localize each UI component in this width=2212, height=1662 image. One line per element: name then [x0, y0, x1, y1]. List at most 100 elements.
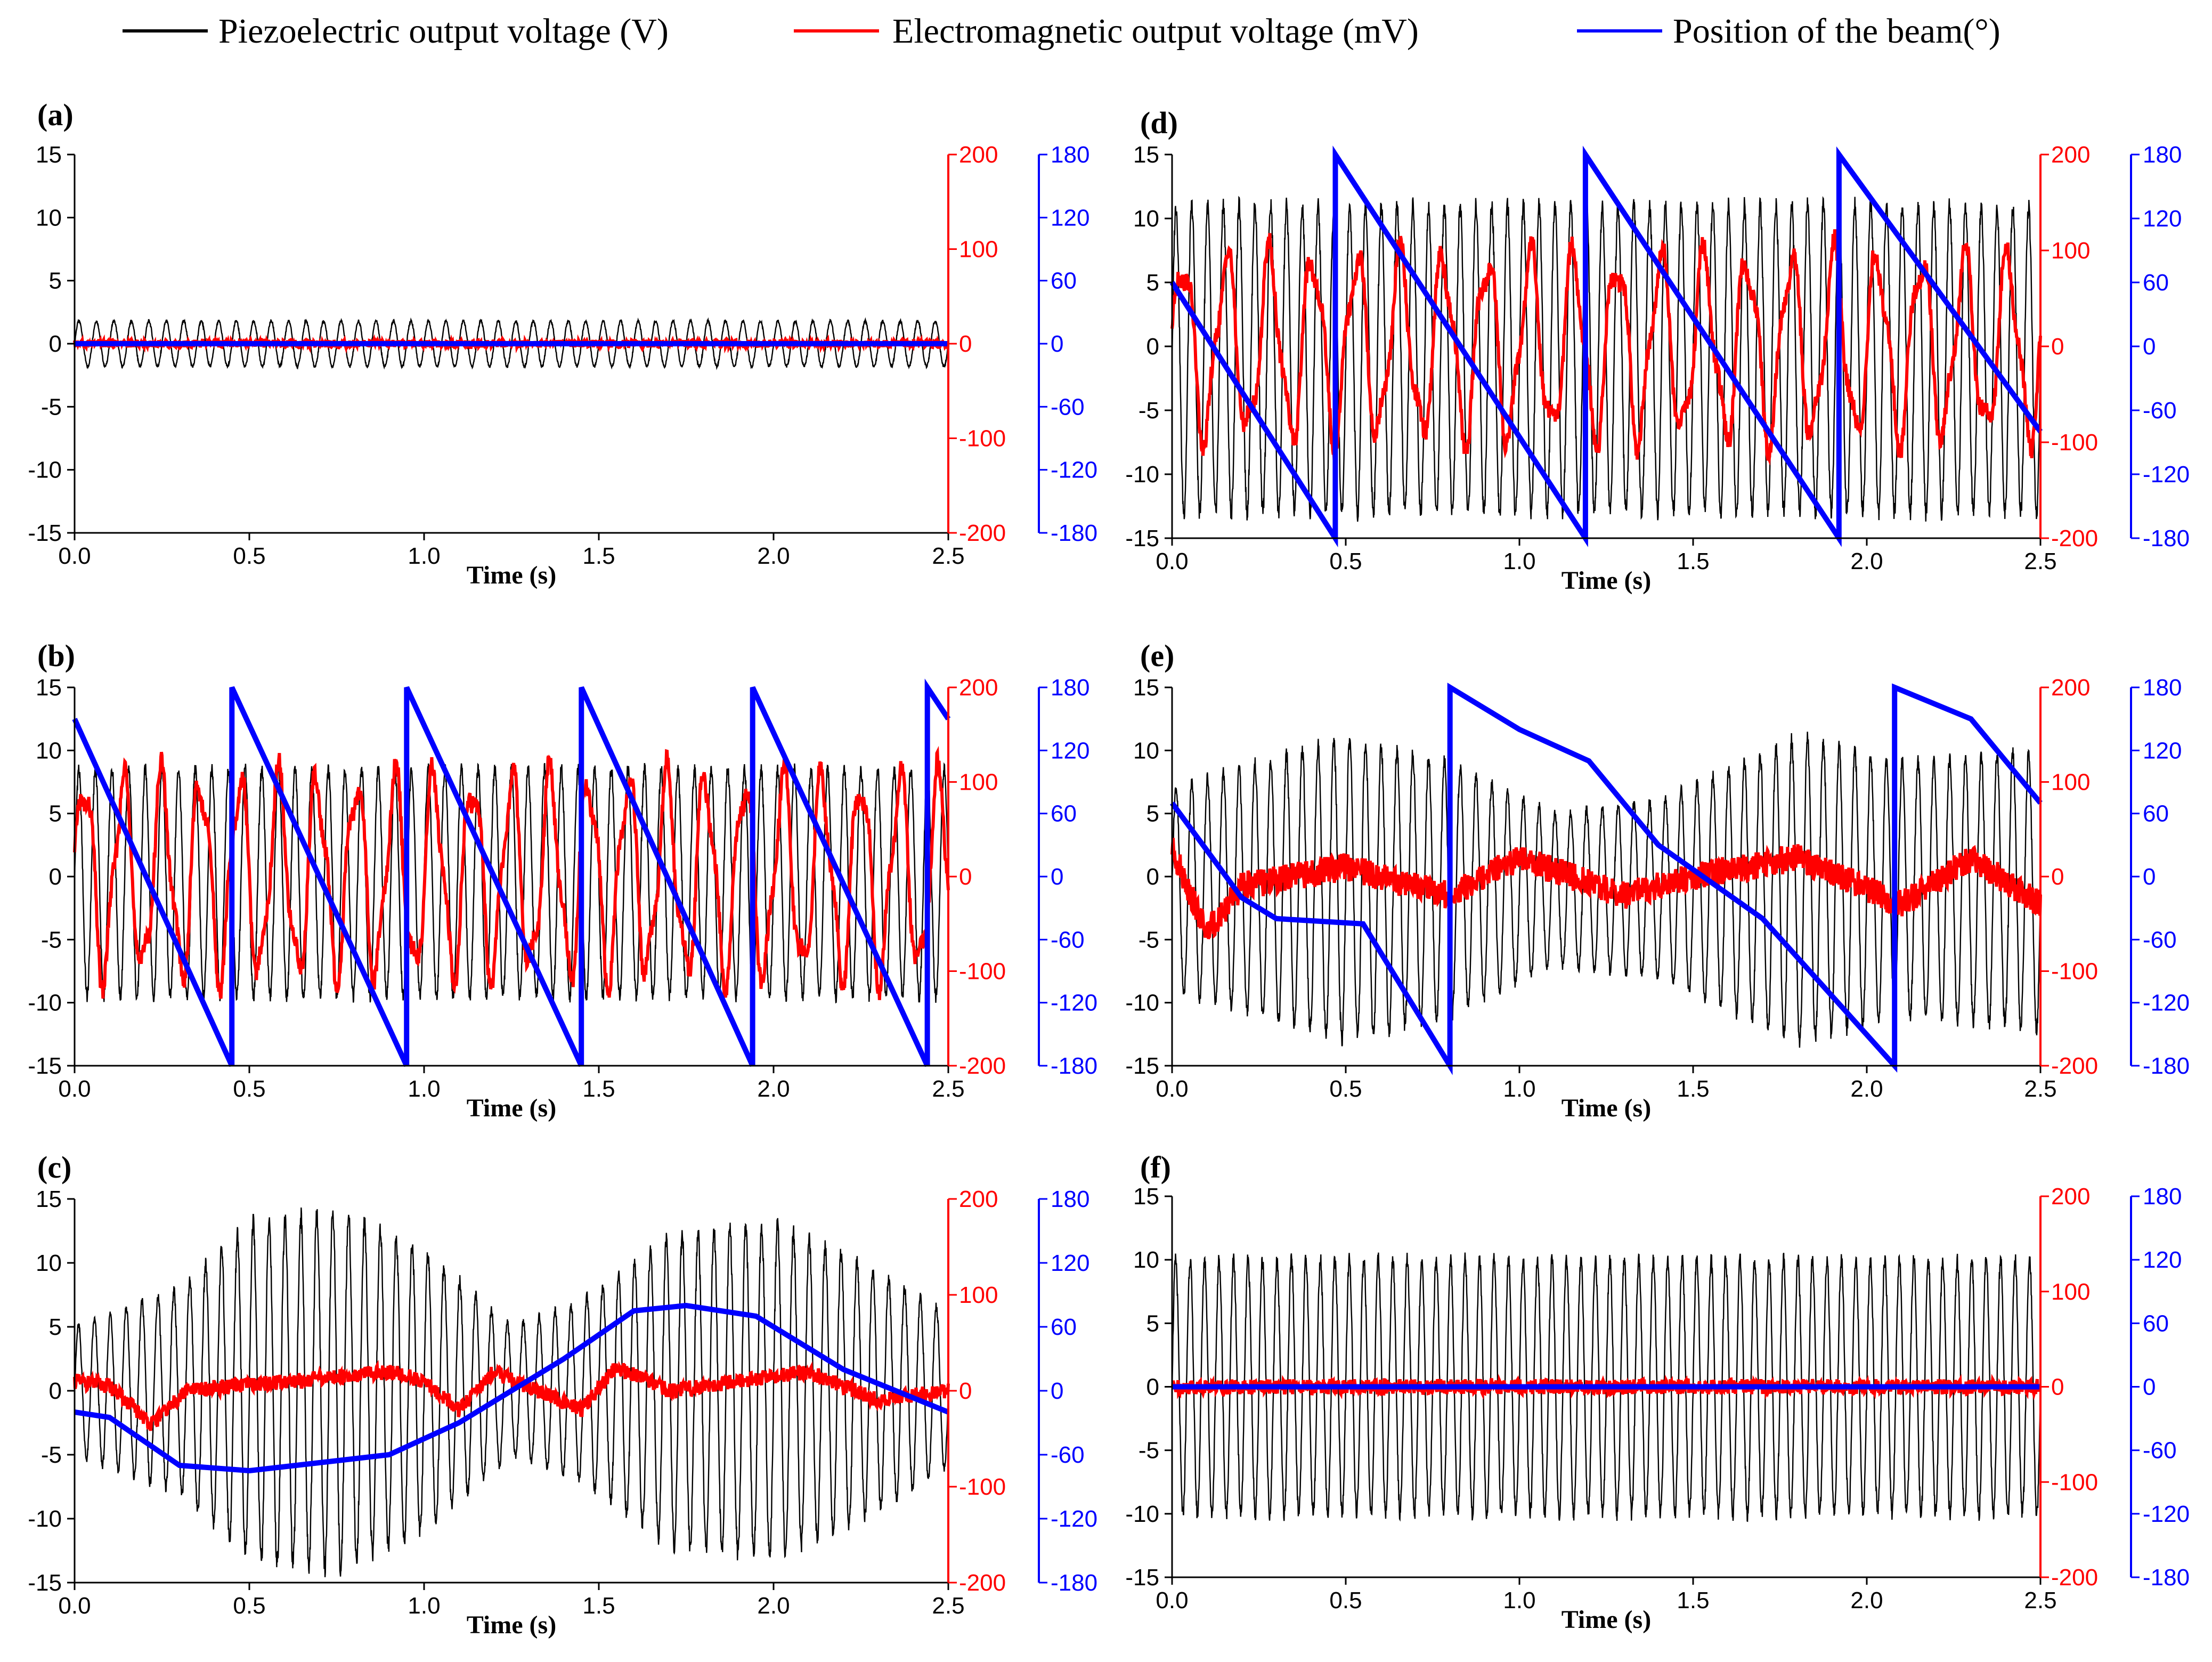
- y-tick-label-beam: 0: [2143, 1374, 2156, 1400]
- y-tick-label-beam: 0: [1051, 1378, 1063, 1404]
- y-tick-label-left: 10: [1133, 1247, 1159, 1273]
- y-tick-label-beam: -120: [2143, 990, 2190, 1016]
- y-tick-label-left: 10: [36, 1250, 62, 1276]
- y-tick-label-em: 100: [959, 237, 998, 263]
- x-tick-label: 1.5: [1677, 1587, 1709, 1614]
- y-tick-label-em: -100: [959, 1474, 1006, 1500]
- y-tick-label-left: -5: [41, 927, 62, 953]
- y-tick-label-beam: 60: [2143, 1310, 2169, 1336]
- y-tick-label-em: -100: [959, 426, 1006, 452]
- x-tick-label: 2.0: [1850, 548, 1883, 574]
- x-axis-label: Time (s): [1562, 1094, 1651, 1122]
- y-tick-label-beam: 0: [2143, 864, 2156, 890]
- series-piezo: [1171, 196, 2042, 522]
- y-tick-label-em: 0: [959, 1378, 972, 1404]
- y-tick-label-em: 200: [2051, 1183, 2090, 1210]
- y-tick-label-em: 200: [2051, 675, 2090, 701]
- y-tick-label-em: -100: [2051, 959, 2098, 985]
- y-tick-label-beam: -60: [1051, 1442, 1085, 1468]
- y-tick-label-left: 15: [36, 675, 62, 701]
- y-tick-label-beam: -180: [2143, 1564, 2190, 1591]
- y-tick-label-left: 5: [49, 268, 62, 294]
- y-tick-label-left: 10: [1133, 206, 1159, 232]
- series-em: [73, 745, 950, 1000]
- x-tick-label: 1.0: [408, 1593, 440, 1619]
- y-tick-label-beam: -60: [1051, 927, 1085, 953]
- x-tick-label: 1.5: [1677, 1076, 1709, 1102]
- x-tick-label: 1.0: [1503, 1076, 1535, 1102]
- y-tick-label-left: -5: [41, 394, 62, 420]
- y-tick-label-beam: 120: [2143, 206, 2182, 232]
- x-tick-label: 1.0: [408, 1076, 440, 1102]
- y-tick-label-beam: 120: [1051, 1250, 1089, 1276]
- panel-4: (d) 0.0 0.5 1.0 1.5 2.0 2.5 Time (s) -15 -10 -5 0 5 1…: [1125, 106, 2190, 595]
- y-tick-label-left: 15: [1133, 675, 1159, 701]
- legend: Piezoelectric output voltage (V) Electro…: [123, 12, 2000, 51]
- y-tick-label-beam: -120: [2143, 1501, 2190, 1527]
- y-tick-label-left: 5: [1146, 270, 1159, 296]
- y-tick-label-beam: 180: [1051, 1186, 1089, 1212]
- x-tick-label: 1.5: [582, 543, 615, 569]
- legend-label-em: Electromagnetic output voltage (mV): [892, 12, 1419, 51]
- x-axis-label: Time (s): [467, 1094, 556, 1122]
- x-tick-label: 0.5: [1329, 548, 1362, 574]
- y-tick-label-left: 5: [49, 1314, 62, 1340]
- y-tick-label-beam: 0: [1051, 864, 1063, 890]
- y-tick-label-left: -15: [1125, 1564, 1159, 1591]
- y-tick-label-beam: 180: [1051, 142, 1089, 168]
- y-tick-label-em: -100: [2051, 1469, 2098, 1495]
- x-tick-label: 0.5: [1329, 1076, 1362, 1102]
- y-tick-label-em: 100: [2051, 769, 2090, 796]
- y-tick-label-beam: 180: [2143, 1183, 2182, 1210]
- x-tick-label: 0.0: [58, 1593, 91, 1619]
- series-beam: [72, 678, 951, 1067]
- x-axis-label: Time (s): [467, 1611, 556, 1639]
- y-tick-label-em: -200: [959, 1053, 1006, 1079]
- y-tick-label-beam: 120: [2143, 737, 2182, 764]
- y-tick-label-left: 10: [36, 205, 62, 231]
- panel-label: (f): [1140, 1150, 1171, 1185]
- y-tick-label-em: -200: [2051, 1564, 2098, 1591]
- x-tick-label: 0.0: [58, 543, 91, 569]
- y-tick-label-em: 100: [959, 1282, 998, 1308]
- x-axis-label: Time (s): [467, 561, 556, 589]
- y-tick-label-em: 0: [2051, 1374, 2064, 1400]
- y-tick-label-left: -10: [1125, 461, 1159, 488]
- y-tick-label-left: -15: [1125, 525, 1159, 552]
- panel-2: (b) 0.0 0.5 1.0 1.5 2.0 2.5 Time (s) -15 -10 -5 0 5 1…: [28, 638, 1097, 1122]
- y-tick-label-em: 200: [2051, 142, 2090, 168]
- y-tick-label-beam: -120: [1051, 1506, 1097, 1532]
- series-beam: [74, 1302, 949, 1474]
- x-tick-label: 2.5: [932, 1076, 964, 1102]
- y-tick-label-em: -200: [2051, 525, 2098, 552]
- y-tick-label-left: -15: [1125, 1053, 1159, 1079]
- y-tick-label-beam: 60: [1051, 268, 1077, 294]
- y-tick-label-left: 10: [1133, 737, 1159, 764]
- panel-3: (c) 0.0 0.5 1.0 1.5 2.0 2.5 Time (s) -15 -10 -5 0 5 1…: [28, 1150, 1097, 1639]
- y-tick-label-left: 15: [1133, 142, 1159, 168]
- x-tick-label: 1.5: [582, 1593, 615, 1619]
- y-tick-label-beam: -180: [2143, 525, 2190, 552]
- y-tick-label-left: 0: [1146, 864, 1159, 890]
- x-axis-label: Time (s): [1562, 1606, 1651, 1634]
- y-tick-label-em: 200: [959, 1186, 998, 1212]
- y-tick-label-em: -200: [959, 1570, 1006, 1596]
- panels: (a) 0.0 0.5 1.0 1.5 2.0 2.5 Time (s) -15 -10 -5 0 5 1…: [28, 98, 2190, 1639]
- x-tick-label: 0.0: [1156, 1076, 1188, 1102]
- legend-label-piezo: Piezoelectric output voltage (V): [218, 12, 669, 51]
- panel-label: (d): [1140, 106, 1178, 140]
- series-em: [73, 1359, 950, 1431]
- y-tick-label-left: 15: [1133, 1183, 1159, 1210]
- y-tick-label-em: 200: [959, 142, 998, 168]
- y-tick-label-em: 0: [2051, 334, 2064, 360]
- y-tick-label-left: 5: [1146, 801, 1159, 827]
- x-tick-label: 2.0: [757, 543, 790, 569]
- y-tick-label-left: 0: [49, 1378, 62, 1404]
- y-tick-label-em: 100: [2051, 238, 2090, 264]
- y-tick-label-beam: -180: [1051, 1570, 1097, 1596]
- y-tick-label-left: 0: [1146, 334, 1159, 360]
- y-tick-label-left: -5: [1138, 1438, 1159, 1464]
- x-tick-label: 2.5: [2024, 548, 2056, 574]
- panel-1: (a) 0.0 0.5 1.0 1.5 2.0 2.5 Time (s) -15 -10 -5 0 5 1…: [28, 98, 1097, 589]
- x-axis-label: Time (s): [1562, 566, 1651, 595]
